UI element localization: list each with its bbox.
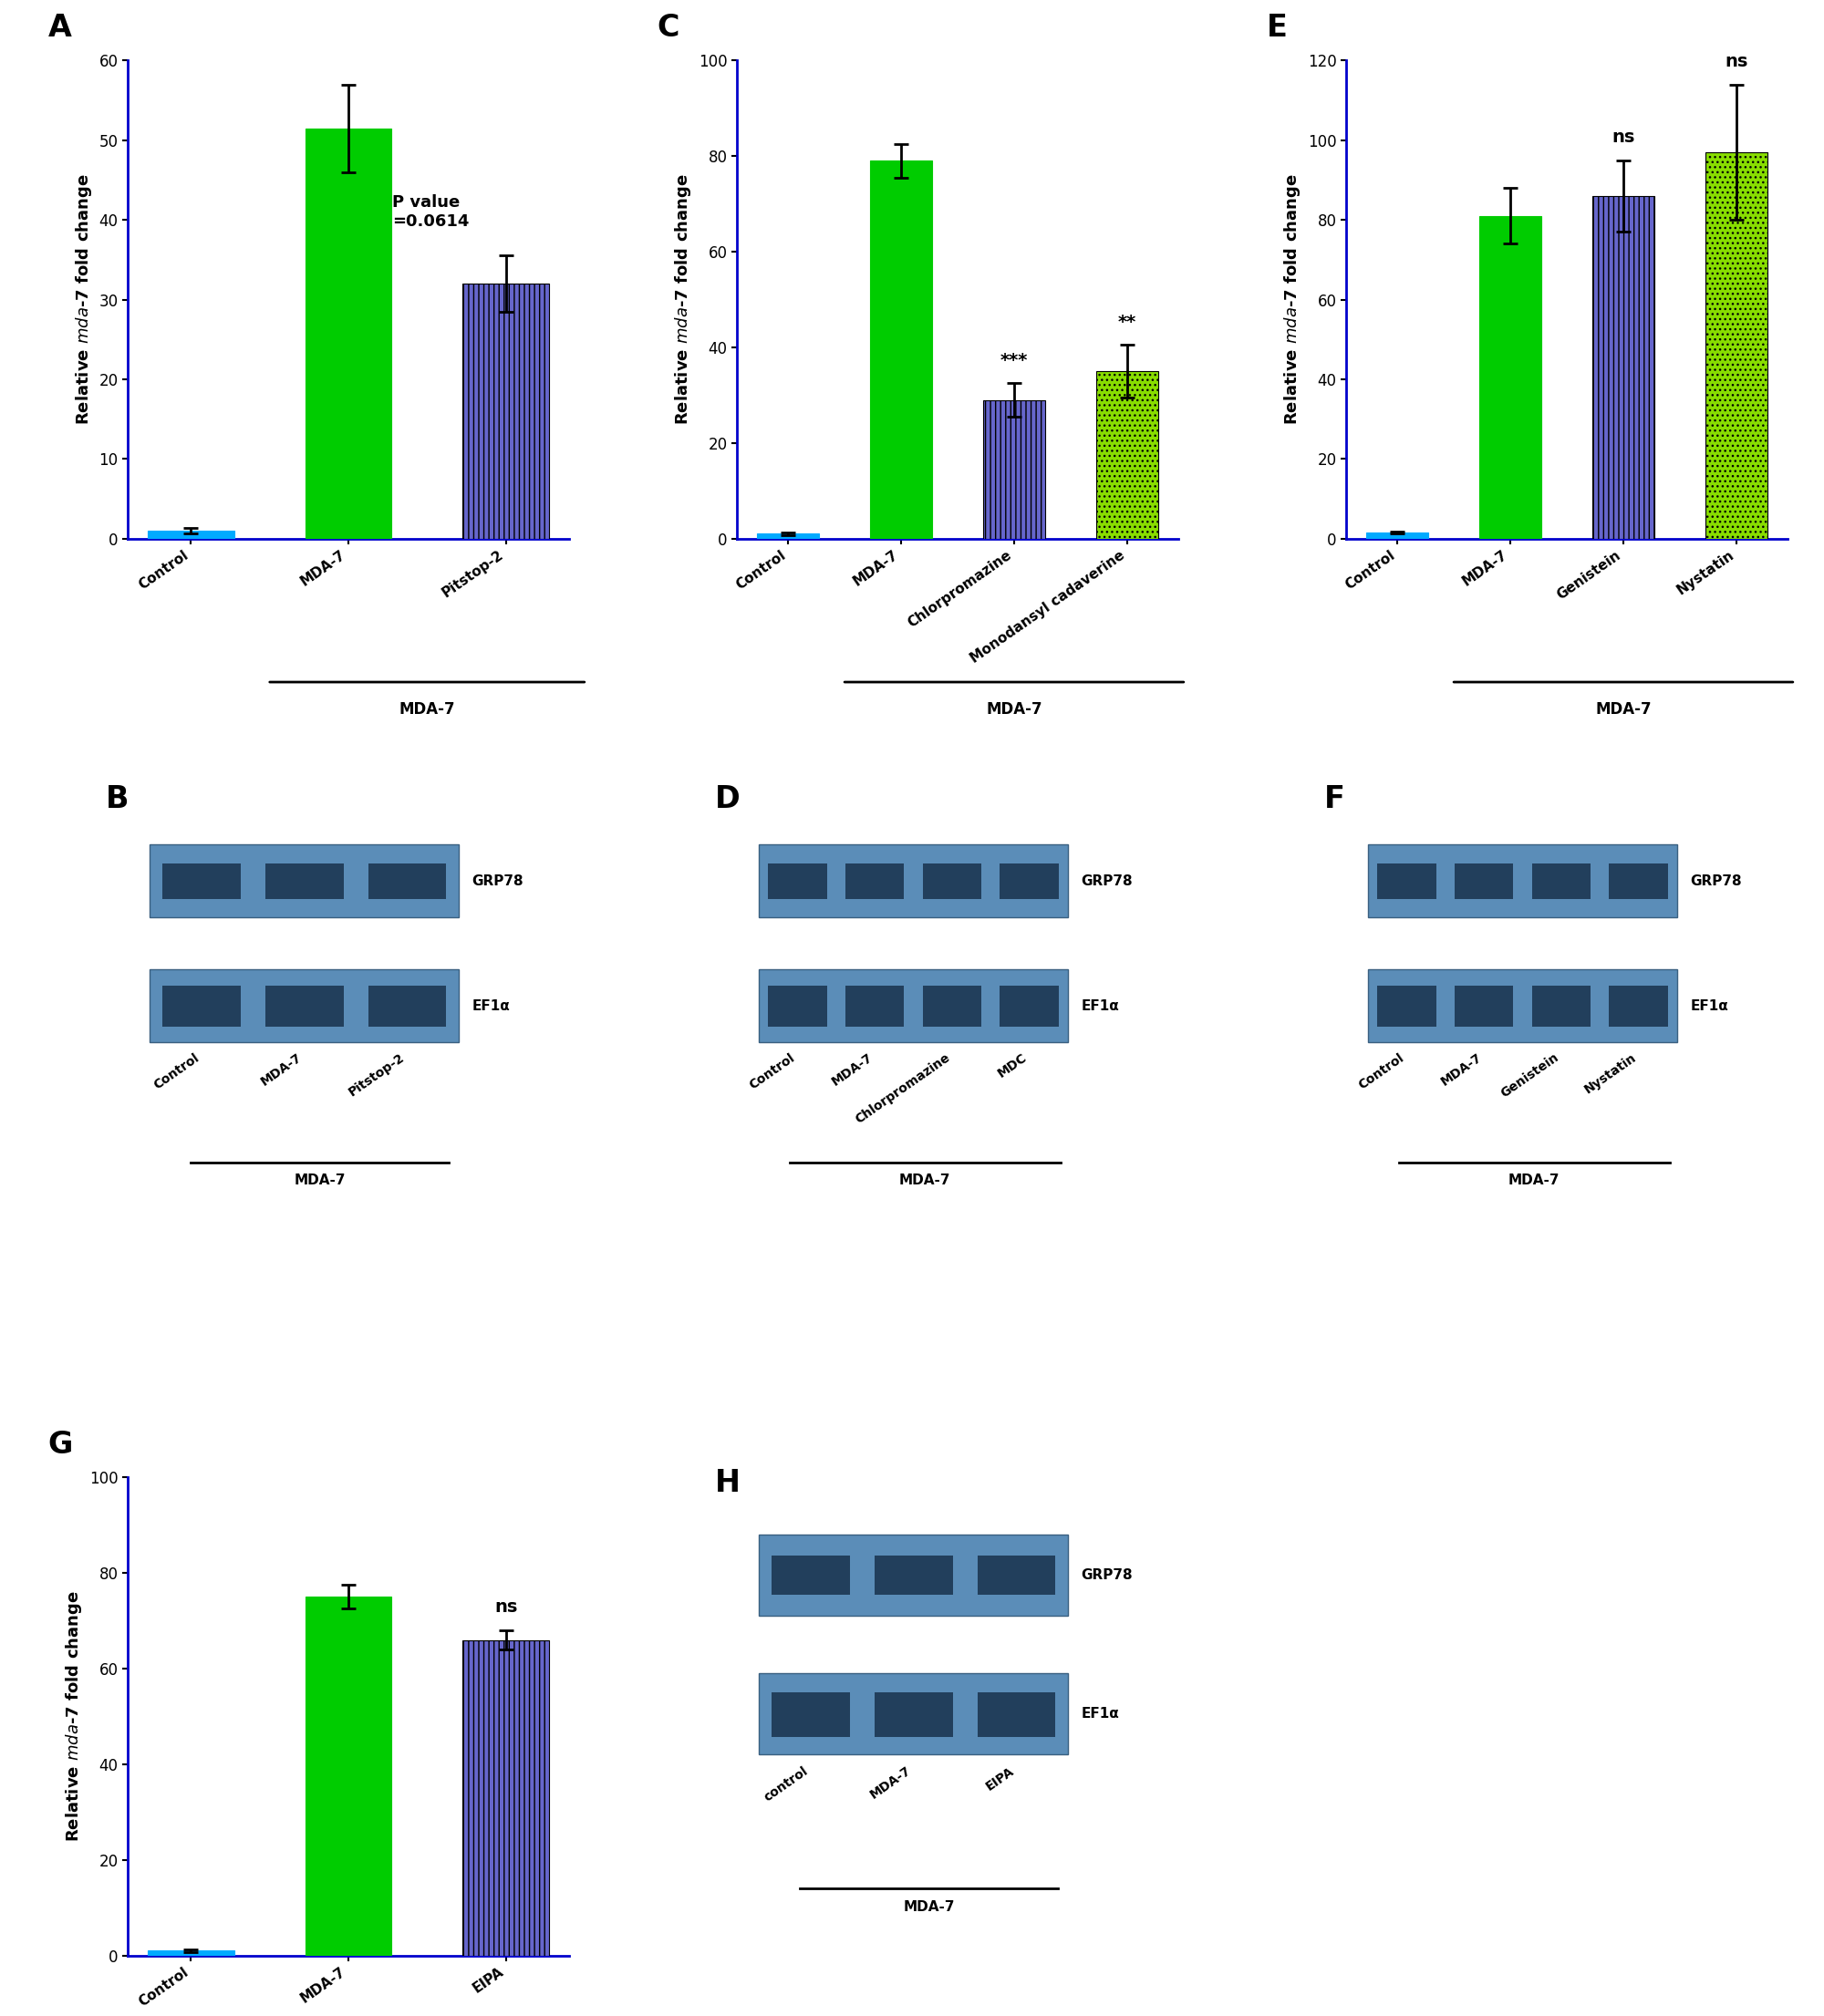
FancyBboxPatch shape <box>1456 986 1514 1026</box>
FancyBboxPatch shape <box>978 1556 1056 1595</box>
FancyBboxPatch shape <box>846 863 905 899</box>
FancyBboxPatch shape <box>978 1691 1056 1738</box>
FancyBboxPatch shape <box>923 986 981 1026</box>
Text: MDA-7: MDA-7 <box>1508 1173 1560 1187</box>
FancyBboxPatch shape <box>162 986 241 1026</box>
Text: GRP78: GRP78 <box>472 875 523 887</box>
FancyBboxPatch shape <box>162 863 241 899</box>
FancyBboxPatch shape <box>768 986 826 1026</box>
Bar <box>1479 216 1541 538</box>
Text: ***: *** <box>1000 351 1029 369</box>
FancyBboxPatch shape <box>772 1556 850 1595</box>
FancyBboxPatch shape <box>264 986 343 1026</box>
FancyBboxPatch shape <box>1377 986 1435 1026</box>
FancyBboxPatch shape <box>1532 986 1591 1026</box>
FancyBboxPatch shape <box>264 863 343 899</box>
Text: Chlorpromazine: Chlorpromazine <box>852 1050 952 1127</box>
Bar <box>1705 151 1767 538</box>
Text: GRP78: GRP78 <box>1082 1568 1133 1583</box>
FancyBboxPatch shape <box>1368 970 1676 1042</box>
FancyBboxPatch shape <box>923 863 981 899</box>
FancyBboxPatch shape <box>874 1691 952 1738</box>
Bar <box>870 161 932 538</box>
Bar <box>1096 371 1158 538</box>
Text: ns: ns <box>494 1599 518 1617</box>
Text: MDA-7: MDA-7 <box>987 702 1042 718</box>
Text: A: A <box>47 12 71 42</box>
Text: Control: Control <box>748 1050 797 1091</box>
Bar <box>463 284 549 538</box>
Text: MDA-7: MDA-7 <box>399 702 456 718</box>
Text: Nystatin: Nystatin <box>1581 1050 1638 1097</box>
Text: MDC: MDC <box>996 1050 1029 1081</box>
Text: E: E <box>1266 12 1288 42</box>
Text: P value
=0.0614: P value =0.0614 <box>392 194 469 230</box>
FancyBboxPatch shape <box>150 970 460 1042</box>
Text: control: control <box>762 1764 810 1804</box>
FancyBboxPatch shape <box>368 863 447 899</box>
Text: Control: Control <box>1357 1050 1406 1091</box>
FancyBboxPatch shape <box>1377 863 1435 899</box>
FancyBboxPatch shape <box>150 845 460 917</box>
Text: Genistein: Genistein <box>1499 1050 1561 1101</box>
FancyBboxPatch shape <box>759 1673 1069 1754</box>
Bar <box>1592 196 1654 538</box>
Bar <box>305 129 392 538</box>
Text: G: G <box>47 1429 73 1460</box>
FancyBboxPatch shape <box>368 986 447 1026</box>
Text: Control: Control <box>151 1050 201 1091</box>
Text: EF1α: EF1α <box>1082 1000 1120 1012</box>
Bar <box>1366 532 1428 538</box>
FancyBboxPatch shape <box>1609 863 1667 899</box>
FancyBboxPatch shape <box>1456 863 1514 899</box>
Bar <box>983 399 1045 538</box>
Text: ns: ns <box>1726 52 1747 71</box>
FancyBboxPatch shape <box>1368 845 1676 917</box>
Y-axis label: Relative $\it{mda}$-7 fold change: Relative $\it{mda}$-7 fold change <box>73 173 93 425</box>
Text: MDA-7: MDA-7 <box>259 1050 305 1089</box>
Text: GRP78: GRP78 <box>1082 875 1133 887</box>
Text: MDA-7: MDA-7 <box>1439 1050 1485 1089</box>
Y-axis label: Relative $\it{mda}$-7 fold change: Relative $\it{mda}$-7 fold change <box>64 1591 84 1843</box>
Text: B: B <box>106 784 130 814</box>
Text: D: D <box>715 784 741 814</box>
FancyBboxPatch shape <box>768 863 826 899</box>
Text: Pitstop-2: Pitstop-2 <box>347 1050 407 1099</box>
Bar <box>757 534 819 538</box>
FancyBboxPatch shape <box>772 1691 850 1738</box>
Text: F: F <box>1324 784 1344 814</box>
FancyBboxPatch shape <box>1000 863 1058 899</box>
Bar <box>148 1951 233 1956</box>
FancyBboxPatch shape <box>759 845 1069 917</box>
Text: EF1α: EF1α <box>472 1000 511 1012</box>
FancyBboxPatch shape <box>759 1534 1069 1617</box>
Text: MDA-7: MDA-7 <box>294 1173 345 1187</box>
FancyBboxPatch shape <box>846 986 905 1026</box>
Text: C: C <box>657 12 680 42</box>
Text: MDA-7: MDA-7 <box>868 1764 914 1802</box>
Text: MDA-7: MDA-7 <box>903 1901 954 1915</box>
Bar <box>148 530 233 538</box>
Text: EF1α: EF1α <box>1691 1000 1729 1012</box>
FancyBboxPatch shape <box>1000 986 1058 1026</box>
Bar <box>463 1639 549 1956</box>
FancyBboxPatch shape <box>874 1556 952 1595</box>
Y-axis label: Relative $\it{mda}$-7 fold change: Relative $\it{mda}$-7 fold change <box>1282 173 1302 425</box>
Text: EIPA: EIPA <box>983 1764 1016 1792</box>
Text: GRP78: GRP78 <box>1691 875 1742 887</box>
FancyBboxPatch shape <box>1532 863 1591 899</box>
Text: MDA-7: MDA-7 <box>830 1050 876 1089</box>
Text: H: H <box>715 1468 741 1498</box>
Bar <box>305 1597 392 1956</box>
Text: EF1α: EF1α <box>1082 1708 1120 1722</box>
Text: **: ** <box>1118 312 1136 331</box>
Y-axis label: Relative $\it{mda}$-7 fold change: Relative $\it{mda}$-7 fold change <box>673 173 693 425</box>
Text: MDA-7: MDA-7 <box>1596 702 1651 718</box>
FancyBboxPatch shape <box>1609 986 1667 1026</box>
Text: ns: ns <box>1612 129 1634 145</box>
FancyBboxPatch shape <box>759 970 1069 1042</box>
Text: MDA-7: MDA-7 <box>899 1173 950 1187</box>
